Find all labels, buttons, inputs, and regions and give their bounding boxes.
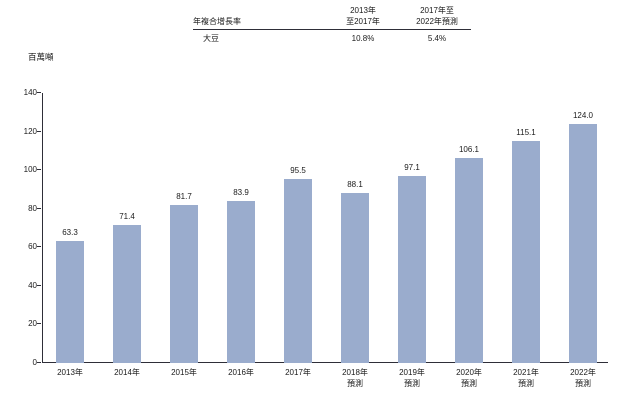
- cagr-header-period-2-line2: 2022年預測: [416, 17, 458, 26]
- bar-value-label: 83.9: [233, 188, 249, 198]
- cagr-header-period-2013-2017: 2013年 至2017年: [323, 5, 403, 27]
- x-axis-category-label: 2022年 預測: [570, 368, 596, 388]
- x-axis-category-label: 2013年: [57, 368, 83, 377]
- cagr-table-header-row: 年複合增長率 2013年 至2017年 2017年至 2022年預測: [193, 5, 471, 30]
- bar: [284, 178, 312, 363]
- cagr-value-2013-2017: 10.8%: [351, 34, 375, 43]
- y-axis-unit-label: 百萬噸: [28, 52, 54, 62]
- cagr-header-period-2017-2022: 2017年至 2022年預測: [403, 5, 471, 27]
- y-axis-tick: [37, 130, 41, 132]
- bar: [341, 193, 369, 363]
- bar: [170, 205, 198, 363]
- bar: [569, 123, 597, 363]
- x-axis-category-label: 2014年: [114, 368, 140, 377]
- bar-value-label: 63.3: [62, 227, 78, 237]
- y-axis-tick-label: 120: [23, 126, 37, 136]
- y-axis-tick: [37, 362, 41, 363]
- y-axis-tick-label: 40: [28, 280, 37, 290]
- y-axis-line: [41, 93, 43, 363]
- y-axis-tick-label: 100: [23, 165, 37, 175]
- x-axis-category-label: 2017年: [285, 368, 311, 377]
- y-axis-tick: [37, 169, 41, 171]
- cagr-table-data-row: 大豆 10.8% 5.4%: [193, 30, 471, 44]
- y-axis-tick: [37, 246, 41, 248]
- bar-value-label: 81.7: [176, 192, 192, 202]
- bar-value-label: 71.4: [119, 212, 135, 222]
- bar-value-label: 88.1: [347, 180, 363, 190]
- bar-value-label: 106.1: [458, 145, 480, 155]
- y-axis-tick: [37, 92, 41, 93]
- y-axis-tick-label: 140: [23, 88, 37, 97]
- y-axis-tick: [37, 323, 41, 325]
- x-axis-category-label: 2020年 預測: [456, 368, 482, 388]
- bar: [455, 158, 483, 363]
- x-axis-category-label: 2019年 預測: [399, 368, 425, 388]
- y-axis-tick-label: 0: [32, 358, 37, 367]
- cagr-header-period-1-line1: 2013年: [350, 6, 376, 15]
- y-axis-tick: [37, 284, 41, 286]
- cagr-header-period-2-line1: 2017年至: [420, 6, 454, 15]
- y-axis-tick: [37, 207, 41, 209]
- bar: [512, 141, 540, 363]
- bar-value-label: 115.1: [516, 128, 536, 138]
- bar: [227, 201, 255, 363]
- bar-value-label: 97.1: [404, 162, 420, 172]
- bar: [113, 225, 141, 363]
- y-axis-tick-label: 60: [28, 242, 37, 252]
- x-axis-category-label: 2016年: [228, 368, 254, 377]
- y-axis-tick-label: 20: [28, 319, 37, 329]
- cagr-header-period-1-line2: 至2017年: [346, 17, 380, 26]
- cagr-table: 年複合增長率 2013年 至2017年 2017年至 2022年預測 大豆 10…: [193, 5, 471, 44]
- x-axis-category-label: 2015年: [171, 368, 197, 377]
- x-axis-line: [41, 361, 608, 363]
- bar: [398, 175, 426, 363]
- bar: [56, 240, 84, 363]
- cagr-header-metric: 年複合增長率: [193, 17, 241, 26]
- cagr-row-label-soybean: 大豆: [203, 34, 219, 43]
- x-axis-category-label: 2018年 預測: [342, 368, 368, 388]
- bar-value-label: 124.0: [572, 110, 594, 120]
- x-axis-category-label: 2021年 預測: [513, 368, 539, 388]
- y-axis-tick-label: 80: [28, 203, 37, 213]
- cagr-value-2017-2022: 5.4%: [427, 34, 447, 43]
- bar-value-label: 95.5: [290, 165, 306, 175]
